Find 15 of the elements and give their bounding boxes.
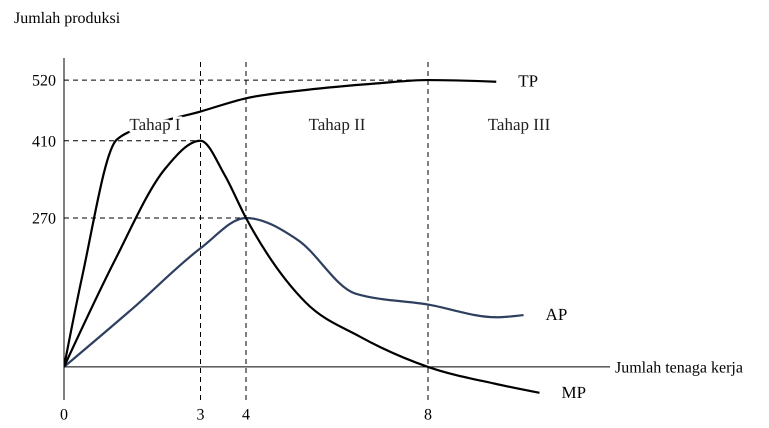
y-axis-title: Jumlah produksi: [14, 10, 120, 28]
y-tick-label: 270: [32, 210, 56, 228]
x-axis-title: Jumlah tenaga kerja: [615, 360, 743, 377]
line-series: [64, 216, 525, 368]
x-tick-label: 4: [242, 406, 250, 424]
annotation: Tahap III: [488, 115, 551, 134]
x-tick-label: 0: [60, 406, 68, 424]
y-tick-label: 410: [32, 133, 56, 150]
annotation: Tahap II: [308, 115, 366, 134]
x-tick-label: 8: [424, 406, 432, 424]
series-label: AP: [546, 305, 568, 324]
y-tick-label: 520: [32, 72, 56, 90]
series-label: MP: [561, 382, 586, 402]
x-tick-label: 3: [196, 406, 204, 424]
series-label: TP: [518, 72, 538, 91]
